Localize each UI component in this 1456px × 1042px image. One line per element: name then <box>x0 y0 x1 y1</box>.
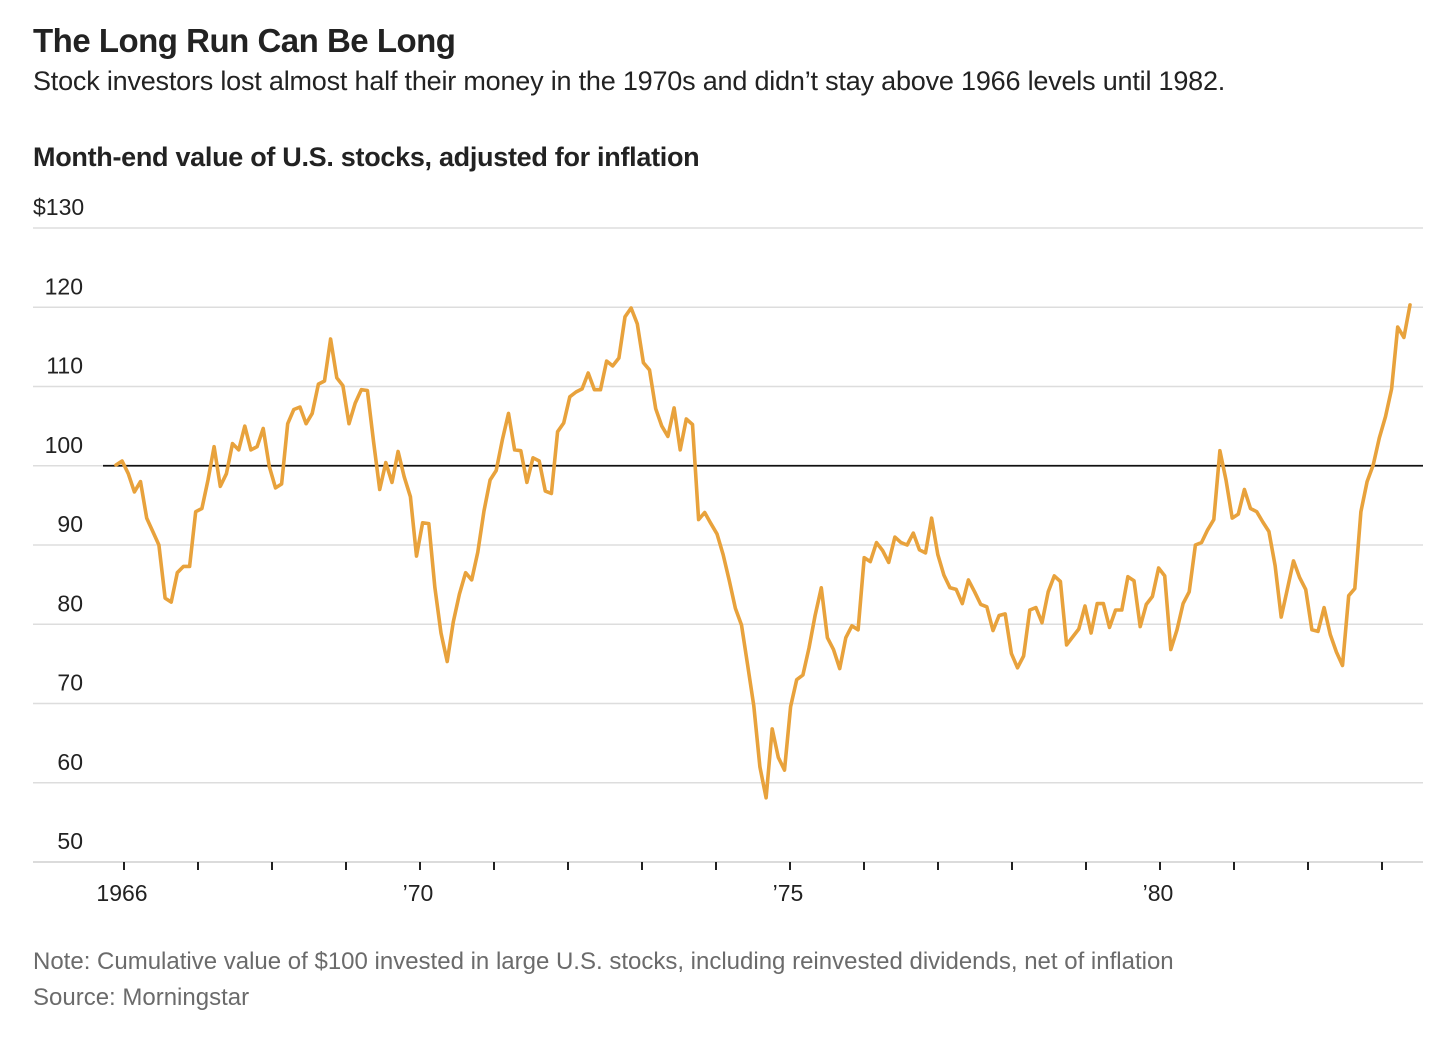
y-axis-labels: $130 120 110 100 90 80 70 60 50 <box>33 194 84 854</box>
x-axis: 1966 ’70 ’75 ’80 <box>96 862 1383 906</box>
x-tick-label: ’80 <box>1143 880 1174 906</box>
x-tick-label: ’75 <box>773 880 804 906</box>
source-note: Source: Morningstar <box>33 984 250 1011</box>
y-tick-label: 50 <box>57 828 83 854</box>
y-tick-label: 90 <box>57 511 83 537</box>
y-tick-label: 110 <box>46 353 83 379</box>
data-points <box>116 305 1410 798</box>
y-tick-label: 80 <box>57 590 83 616</box>
series-line <box>114 303 1412 800</box>
y-tick-label: 120 <box>45 273 83 299</box>
chart-heading: Month-end value of U.S. stocks, adjusted… <box>33 142 700 172</box>
y-tick-label: $130 <box>33 194 84 220</box>
gridlines <box>33 227 1423 863</box>
x-tick-label: 1966 <box>96 880 147 906</box>
y-tick-label: 70 <box>57 670 83 696</box>
chart-subtitle: Stock investors lost almost half their m… <box>33 66 1226 96</box>
footnote: Note: Cumulative value of $100 invested … <box>33 948 1174 975</box>
x-tick-label: ’70 <box>403 880 434 906</box>
chart-title: The Long Run Can Be Long <box>33 22 456 59</box>
y-tick-label: 100 <box>45 432 83 458</box>
y-tick-label: 60 <box>57 749 83 775</box>
